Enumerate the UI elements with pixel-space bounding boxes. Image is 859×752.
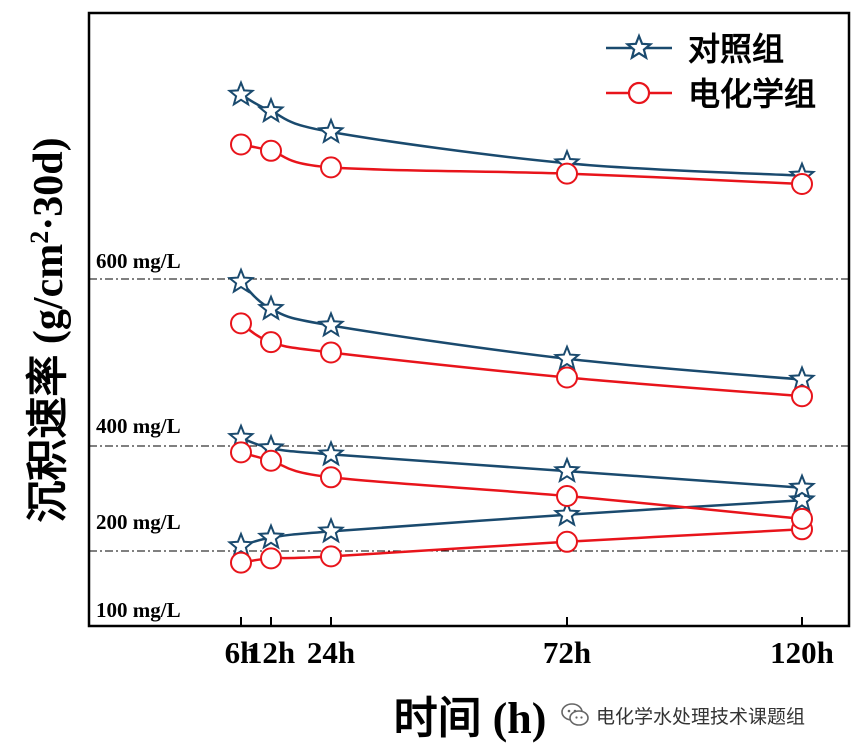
panel-label-3: 400 mg/L	[96, 414, 181, 438]
y-axis-label-sup: 2	[25, 231, 54, 244]
data-point-electro-p3-12h	[260, 331, 282, 354]
data-point-electro-p4-24h	[320, 156, 342, 179]
wechat-icon	[561, 703, 589, 726]
data-point-control-p3-6h	[226, 267, 256, 294]
data-point-control-p2-120h	[787, 472, 817, 500]
data-point-control-p1-12h	[256, 522, 286, 550]
data-point-control-p1-24h	[316, 516, 346, 544]
data-point-electro-p2-72h	[556, 485, 578, 507]
data-point-control-p4-12h	[256, 96, 286, 124]
data-point-electro-p4-6h	[230, 133, 252, 156]
data-point-electro-p4-72h	[556, 162, 578, 185]
x-tick-label-72h: 72h	[543, 635, 591, 670]
data-point-control-p1-72h	[552, 500, 582, 527]
legend-marker-star	[624, 33, 654, 61]
data-point-electro-p3-24h	[320, 341, 342, 364]
data-point-control-p1-120h	[787, 485, 817, 513]
x-axis-label: 时间 (h)	[394, 694, 547, 743]
data-point-control-p3-24h	[316, 310, 346, 338]
data-point-electro-p3-72h	[556, 366, 578, 389]
data-point-electro-p2-120h	[791, 507, 813, 530]
panel-label-2: 200 mg/L	[96, 510, 181, 534]
legend: 对照组 电化学组	[606, 31, 816, 112]
data-point-electro-p4-12h	[260, 139, 282, 162]
data-point-electro-p2-6h	[230, 441, 252, 464]
data-point-control-p4-24h	[316, 117, 346, 144]
legend-marker-circle	[627, 81, 651, 105]
legend-label-electro: 电化学组	[688, 76, 816, 112]
data-point-electro-p1-24h	[320, 545, 342, 568]
data-point-control-p2-72h	[552, 456, 582, 484]
data-point-electro-p1-6h	[230, 551, 252, 574]
y-axis-label-tail: ·30d)	[26, 137, 72, 230]
legend-label-control: 对照组	[688, 31, 784, 67]
data-point-electro-p1-12h	[260, 547, 282, 570]
data-point-electro-p2-24h	[320, 466, 342, 489]
data-point-electro-p1-72h	[556, 530, 578, 553]
data-point-electro-p2-12h	[260, 449, 282, 472]
panel-label-1: 100 mg/L	[96, 598, 181, 622]
x-tick-label-120h: 120h	[770, 635, 834, 670]
data-point-electro-p4-120h	[791, 173, 813, 195]
data-point-control-p2-24h	[316, 439, 346, 467]
x-tick-label-24h: 24h	[307, 635, 355, 670]
data-point-control-p3-12h	[256, 294, 286, 321]
plot-frame	[87, 11, 851, 628]
panel-label-4: 600 mg/L	[96, 249, 181, 273]
watermark: 电化学水处理技术课题组	[560, 702, 805, 728]
y-axis-label-main: 沉积速率 (g/cm	[25, 244, 72, 523]
data-point-electro-p3-120h	[791, 385, 813, 408]
x-tick-label-6h: 6h	[225, 635, 258, 670]
y-axis-label: 沉积速率 (g/cm2·30d)	[25, 137, 73, 522]
watermark-text: 电化学水处理技术课题组	[596, 705, 806, 728]
data-point-control-p1-6h	[226, 531, 256, 558]
data-point-control-p3-120h	[787, 364, 817, 392]
data-point-control-p4-6h	[226, 79, 256, 107]
data-point-electro-p3-6h	[230, 312, 252, 335]
x-tick-label-12h: 12h	[247, 635, 295, 670]
data-point-control-p3-72h	[552, 344, 582, 371]
